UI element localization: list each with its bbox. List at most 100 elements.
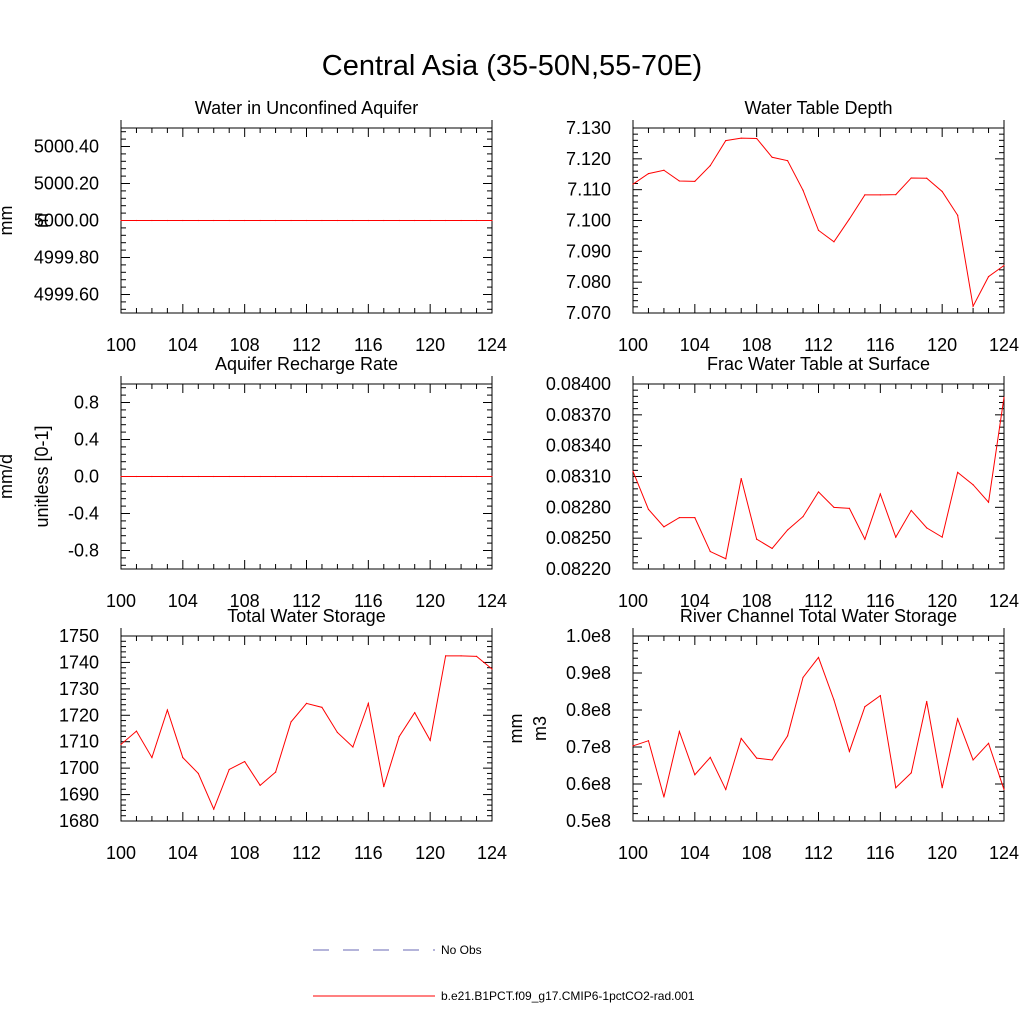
data-point bbox=[802, 189, 804, 191]
data-point bbox=[632, 745, 634, 747]
x-tick-label: 120 bbox=[415, 335, 445, 355]
x-tick-label: 108 bbox=[742, 335, 772, 355]
panel-3: Frac Water Table at Surface unitless [0-1… bbox=[32, 354, 1019, 611]
data-point bbox=[756, 137, 758, 140]
y-tick-label: 1680 bbox=[59, 811, 99, 831]
data-point bbox=[197, 475, 199, 478]
data-point bbox=[321, 706, 323, 708]
panel-title: Total Water Storage bbox=[227, 606, 385, 626]
data-point bbox=[445, 655, 447, 657]
data-point bbox=[414, 712, 416, 714]
y-tick-label: -0.4 bbox=[68, 504, 99, 524]
data-point bbox=[336, 731, 339, 734]
data-point bbox=[802, 515, 804, 518]
panel-0: Water in Unconfined Aquifer mm 100 104 108 11… bbox=[0, 98, 507, 355]
data-point bbox=[197, 219, 199, 222]
data-point bbox=[895, 536, 897, 538]
data-point bbox=[910, 177, 912, 179]
x-tick-label: 112 bbox=[804, 843, 833, 863]
legend-label-no-obs: No Obs bbox=[441, 943, 482, 957]
x-tick-label: 108 bbox=[230, 843, 260, 863]
x-tick-label: 104 bbox=[680, 843, 710, 863]
panel-title: Frac Water Table at Surface bbox=[707, 354, 930, 374]
data-point bbox=[864, 194, 866, 196]
data-point bbox=[895, 787, 897, 789]
series-line bbox=[120, 655, 493, 811]
x-tick-label: 116 bbox=[866, 591, 895, 611]
y-tick-label: 5000.20 bbox=[34, 174, 99, 194]
data-point bbox=[725, 788, 727, 791]
x-tick-label: 124 bbox=[989, 591, 1019, 611]
y-axis-label: unitless [0-1] bbox=[32, 425, 52, 527]
panel-4: Total Water Storage mm 100 104 108 112 116 120 1… bbox=[59, 606, 526, 863]
data-point bbox=[259, 784, 261, 786]
x-tick-label: 112 bbox=[292, 335, 321, 355]
data-point bbox=[848, 507, 851, 509]
panel-title: River Channel Total Water Storage bbox=[680, 606, 957, 626]
data-point bbox=[833, 699, 835, 701]
y-tick-label: 0.08220 bbox=[546, 559, 611, 579]
data-point bbox=[321, 219, 323, 222]
data-point bbox=[213, 808, 215, 810]
x-tick-label: 100 bbox=[106, 843, 136, 863]
main-title: Central Asia (35-50N,55-70E) bbox=[321, 50, 703, 82]
data-point bbox=[663, 169, 665, 171]
data-point bbox=[151, 475, 153, 478]
data-point bbox=[429, 219, 431, 222]
x-tick-label: 100 bbox=[618, 591, 648, 611]
data-point bbox=[383, 786, 385, 788]
data-point bbox=[771, 759, 773, 761]
data-point bbox=[182, 756, 184, 759]
data-point bbox=[709, 756, 711, 758]
y-tick-label: 0.8 bbox=[74, 393, 99, 413]
data-point bbox=[151, 219, 153, 222]
data-point bbox=[725, 140, 727, 142]
panel-1: Water Table Depth m 100 104 108 112 116 120 124 7… bbox=[32, 98, 1019, 355]
data-point bbox=[166, 219, 168, 222]
data-point bbox=[632, 470, 634, 472]
data-point bbox=[491, 668, 493, 670]
y-axis-label: m bbox=[32, 213, 52, 228]
x-tick-label: 104 bbox=[168, 843, 198, 863]
x-tick-label: 124 bbox=[989, 335, 1019, 355]
data-point bbox=[987, 276, 990, 278]
data-point bbox=[244, 219, 246, 222]
data-point bbox=[259, 475, 261, 478]
data-point bbox=[678, 730, 680, 733]
data-point bbox=[848, 218, 851, 220]
y-tick-label: 7.080 bbox=[566, 272, 611, 292]
series-line bbox=[632, 137, 1005, 308]
data-point bbox=[367, 475, 369, 478]
x-tick-label: 120 bbox=[415, 843, 445, 863]
data-point bbox=[756, 757, 758, 759]
x-tick-label: 112 bbox=[804, 335, 833, 355]
x-tick-label: 104 bbox=[168, 591, 198, 611]
data-point bbox=[135, 475, 138, 478]
x-tick-label: 116 bbox=[354, 591, 383, 611]
data-point bbox=[290, 219, 292, 222]
data-point bbox=[817, 656, 820, 659]
data-point bbox=[166, 709, 168, 711]
data-point bbox=[429, 739, 431, 741]
data-point bbox=[957, 471, 959, 473]
y-tick-label: 7.100 bbox=[566, 211, 611, 231]
data-point bbox=[259, 219, 261, 222]
y-tick-label: 0.08310 bbox=[546, 467, 611, 487]
data-point bbox=[429, 475, 431, 478]
y-tick-label: 1750 bbox=[59, 626, 99, 646]
y-tick-label: 4999.60 bbox=[34, 285, 99, 305]
legend-label-run: b.e21.B1PCT.f09_g17.CMIP6-1pctCO2-rad.00… bbox=[441, 989, 695, 1003]
data-point bbox=[182, 475, 184, 478]
panel-title: Aquifer Recharge Rate bbox=[215, 354, 398, 374]
data-point bbox=[398, 735, 400, 738]
data-point bbox=[740, 477, 742, 480]
data-point bbox=[926, 700, 928, 703]
data-point bbox=[957, 718, 959, 720]
data-point bbox=[414, 475, 416, 478]
data-point bbox=[305, 702, 308, 704]
data-point bbox=[414, 219, 416, 222]
data-point bbox=[725, 558, 727, 560]
data-point bbox=[833, 506, 835, 508]
x-tick-label: 108 bbox=[742, 843, 772, 863]
data-point bbox=[274, 219, 277, 222]
